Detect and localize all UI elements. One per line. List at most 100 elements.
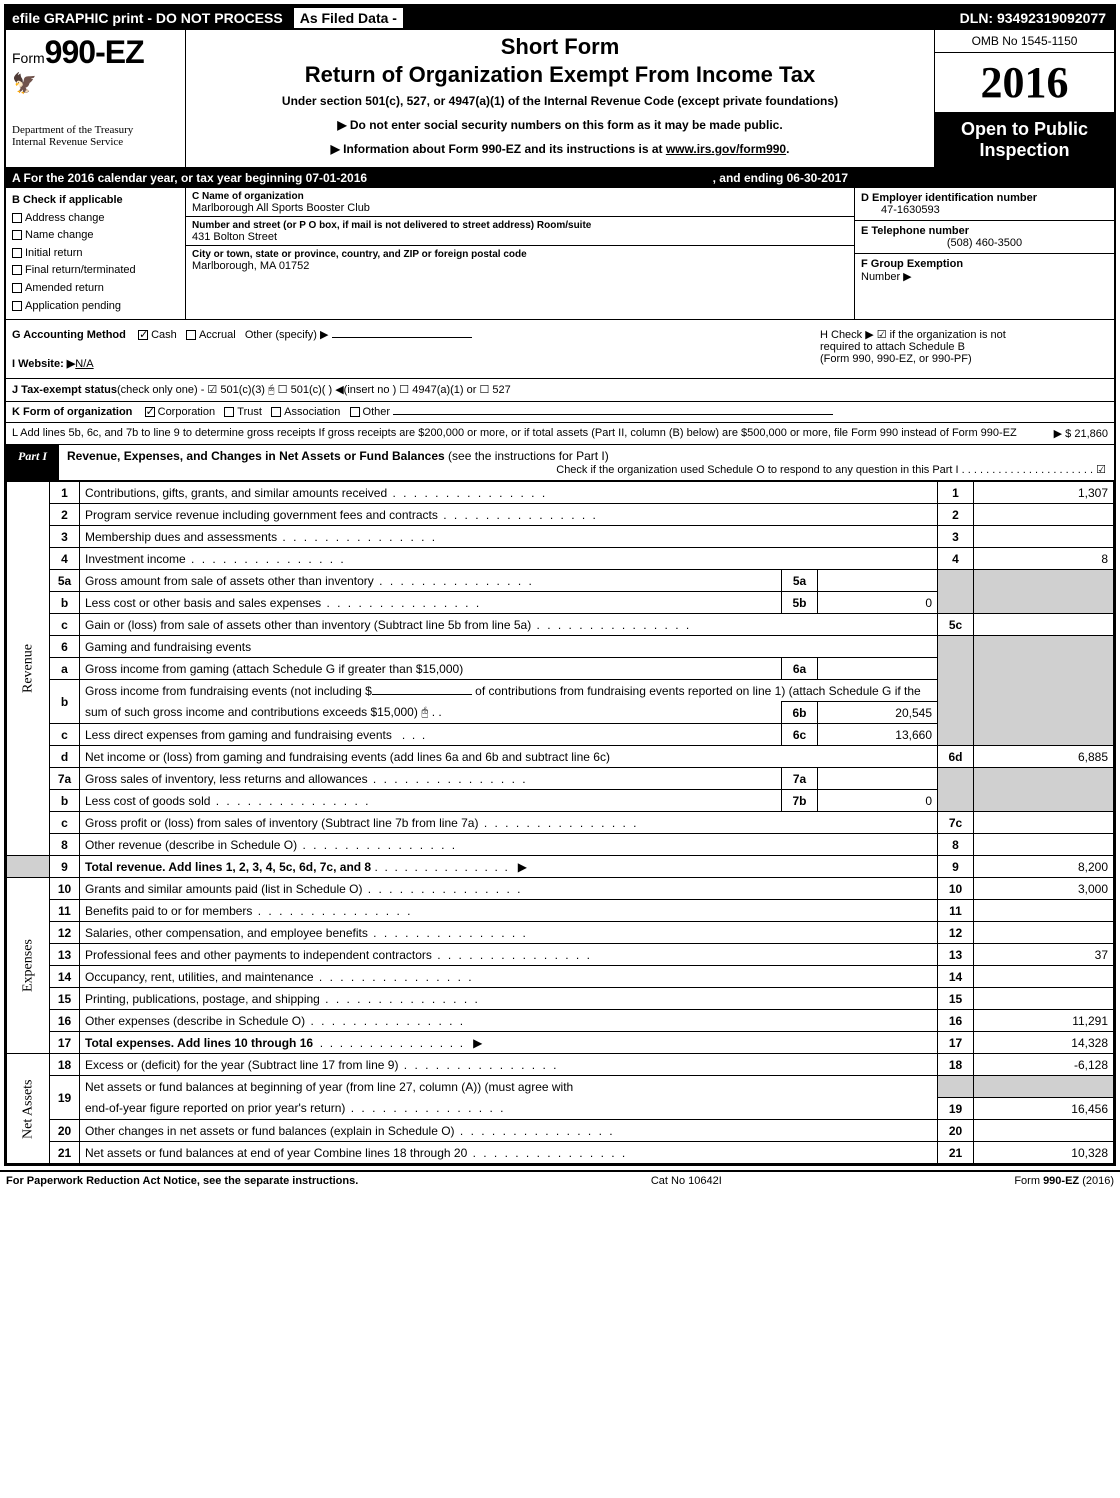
l21-num: 21 [50,1142,80,1164]
l7a-num: 7a [50,768,80,790]
lb-cash: Cash [151,329,177,341]
l13-desc: Professional fees and other payments to … [80,944,938,966]
l4-val: 8 [974,548,1114,570]
l2-desc: Program service revenue including govern… [80,504,938,526]
cb-corp[interactable] [145,407,155,417]
irs-link[interactable]: www.irs.gov/form990 [666,142,786,156]
page-footer: For Paperwork Reduction Act Notice, see … [0,1170,1120,1190]
l17-val: 14,328 [974,1032,1114,1054]
org-city-cell: City or town, state or province, country… [186,246,854,319]
l6b-inval: 20,545 [818,702,938,724]
ein-value: 47-1630593 [861,204,940,216]
l15-num: 15 [50,988,80,1010]
l7b-inval: 0 [818,790,938,812]
cb-app-pending[interactable] [12,301,22,311]
cb-assoc[interactable] [271,407,281,417]
l5b-num: b [50,592,80,614]
h-line1: H Check ▶ ☑ if the organization is not [820,328,1108,341]
lb-final-return: Final return/terminated [25,264,136,276]
l19-shade [938,1076,974,1098]
l12-rnum: 12 [938,922,974,944]
group-number: Number ▶ [861,271,912,283]
l5c-rnum: 5c [938,614,974,636]
l15-desc: Printing, publications, postage, and shi… [80,988,938,1010]
l6c-inval: 13,660 [818,724,938,746]
l7b-innum: 7b [782,790,818,812]
l14-desc: Occupancy, rent, utilities, and maintena… [80,966,938,988]
l7b-num: b [50,790,80,812]
part1-badge: Part I [6,445,59,480]
org-addr-label: Number and street (or P O box, if mail i… [192,220,591,231]
l6a-inval [818,658,938,680]
cb-final-return[interactable] [12,265,22,275]
l-text: L Add lines 5b, 6c, and 7b to line 9 to … [12,427,1017,440]
l1-desc: Contributions, gifts, grants, and simila… [80,482,938,504]
info-text: ▶ Information about Form 990-EZ and its … [331,142,666,156]
l18-num: 18 [50,1054,80,1076]
main-title: Return of Organization Exempt From Incom… [194,62,926,88]
lb-address-change: Address change [25,212,105,224]
omb-number: OMB No 1545-1150 [935,30,1114,53]
l6-desc: Gaming and fundraising events [80,636,938,658]
l19-val: 16,456 [974,1098,1114,1120]
cb-name-change[interactable] [12,230,22,240]
l7-shade2 [974,768,1114,812]
col-b-label: B Check if applicable [12,194,123,206]
row-j: J Tax-exempt status(check only one) - ☑ … [6,379,1114,402]
l16-val: 11,291 [974,1010,1114,1032]
cb-initial-return[interactable] [12,248,22,258]
l16-desc: Other expenses (describe in Schedule O) [80,1010,938,1032]
l19-desc1: Net assets or fund balances at beginning… [80,1076,938,1098]
l17-num: 17 [50,1032,80,1054]
l9-rnum: 9 [938,856,974,878]
cb-other[interactable] [350,407,360,417]
l12-val [974,922,1114,944]
org-city: Marlborough, MA 01752 [192,260,309,272]
cb-amended[interactable] [12,283,22,293]
lb-name-change: Name change [25,229,94,241]
row-a-text: A For the 2016 calendar year, or tax yea… [12,171,367,185]
l10-val: 3,000 [974,878,1114,900]
l9-num: 9 [50,856,80,878]
cb-cash[interactable] [138,330,148,340]
info-text-end: . [786,142,789,156]
footer-mid: Cat No 10642I [358,1175,1014,1187]
l10-desc: Grants and similar amounts paid (list in… [80,878,938,900]
l19-shade2 [974,1076,1114,1098]
row-a: A For the 2016 calendar year, or tax yea… [6,168,1114,188]
l9-desc: Total revenue. Add lines 1, 2, 3, 4, 5c,… [80,856,938,878]
org-addr: 431 Bolton Street [192,231,277,243]
l3-desc: Membership dues and assessments [80,526,938,548]
l6c-num: c [50,724,80,746]
ssn-notice: ▶ Do not enter social security numbers o… [194,118,926,132]
l7a-inval [818,768,938,790]
l15-val [974,988,1114,1010]
open-line2: Inspection [937,140,1112,161]
h-line3: (Form 990, 990-EZ, or 990-PF) [820,353,1108,365]
l-amount: ▶ $ 21,860 [1054,427,1108,440]
l5a-num: 5a [50,570,80,592]
lb-amended: Amended return [25,282,104,294]
section-bcd: B Check if applicable Address change Nam… [6,188,1114,320]
cb-address-change[interactable] [12,213,22,223]
l10-num: 10 [50,878,80,900]
cb-trust[interactable] [224,407,234,417]
part1-check-o: Check if the organization used Schedule … [67,463,1106,476]
l3-rnum: 3 [938,526,974,548]
l16-rnum: 16 [938,1010,974,1032]
top-bar: efile GRAPHIC print - DO NOT PROCESS As … [6,6,1114,30]
org-name-cell: C Name of organization Marlborough All S… [186,188,854,217]
cb-accrual[interactable] [186,330,196,340]
l5a-shade [938,570,974,614]
sidebar-netassets: Net Assets [7,1054,50,1164]
ein-cell: D Employer identification number 47-1630… [855,188,1114,221]
l8-desc: Other revenue (describe in Schedule O) [80,834,938,856]
l20-val [974,1120,1114,1142]
l6c-desc: Less direct expenses from gaming and fun… [80,724,782,746]
l11-rnum: 11 [938,900,974,922]
header-left: Form990-EZ 🦅 Department of the Treasury … [6,30,186,167]
l7c-desc: Gross profit or (loss) from sales of inv… [80,812,938,834]
l1-num: 1 [50,482,80,504]
l6b-desc3: sum of such gross income and contributio… [80,702,782,724]
form-990ez-label: 990-EZ [45,34,144,70]
